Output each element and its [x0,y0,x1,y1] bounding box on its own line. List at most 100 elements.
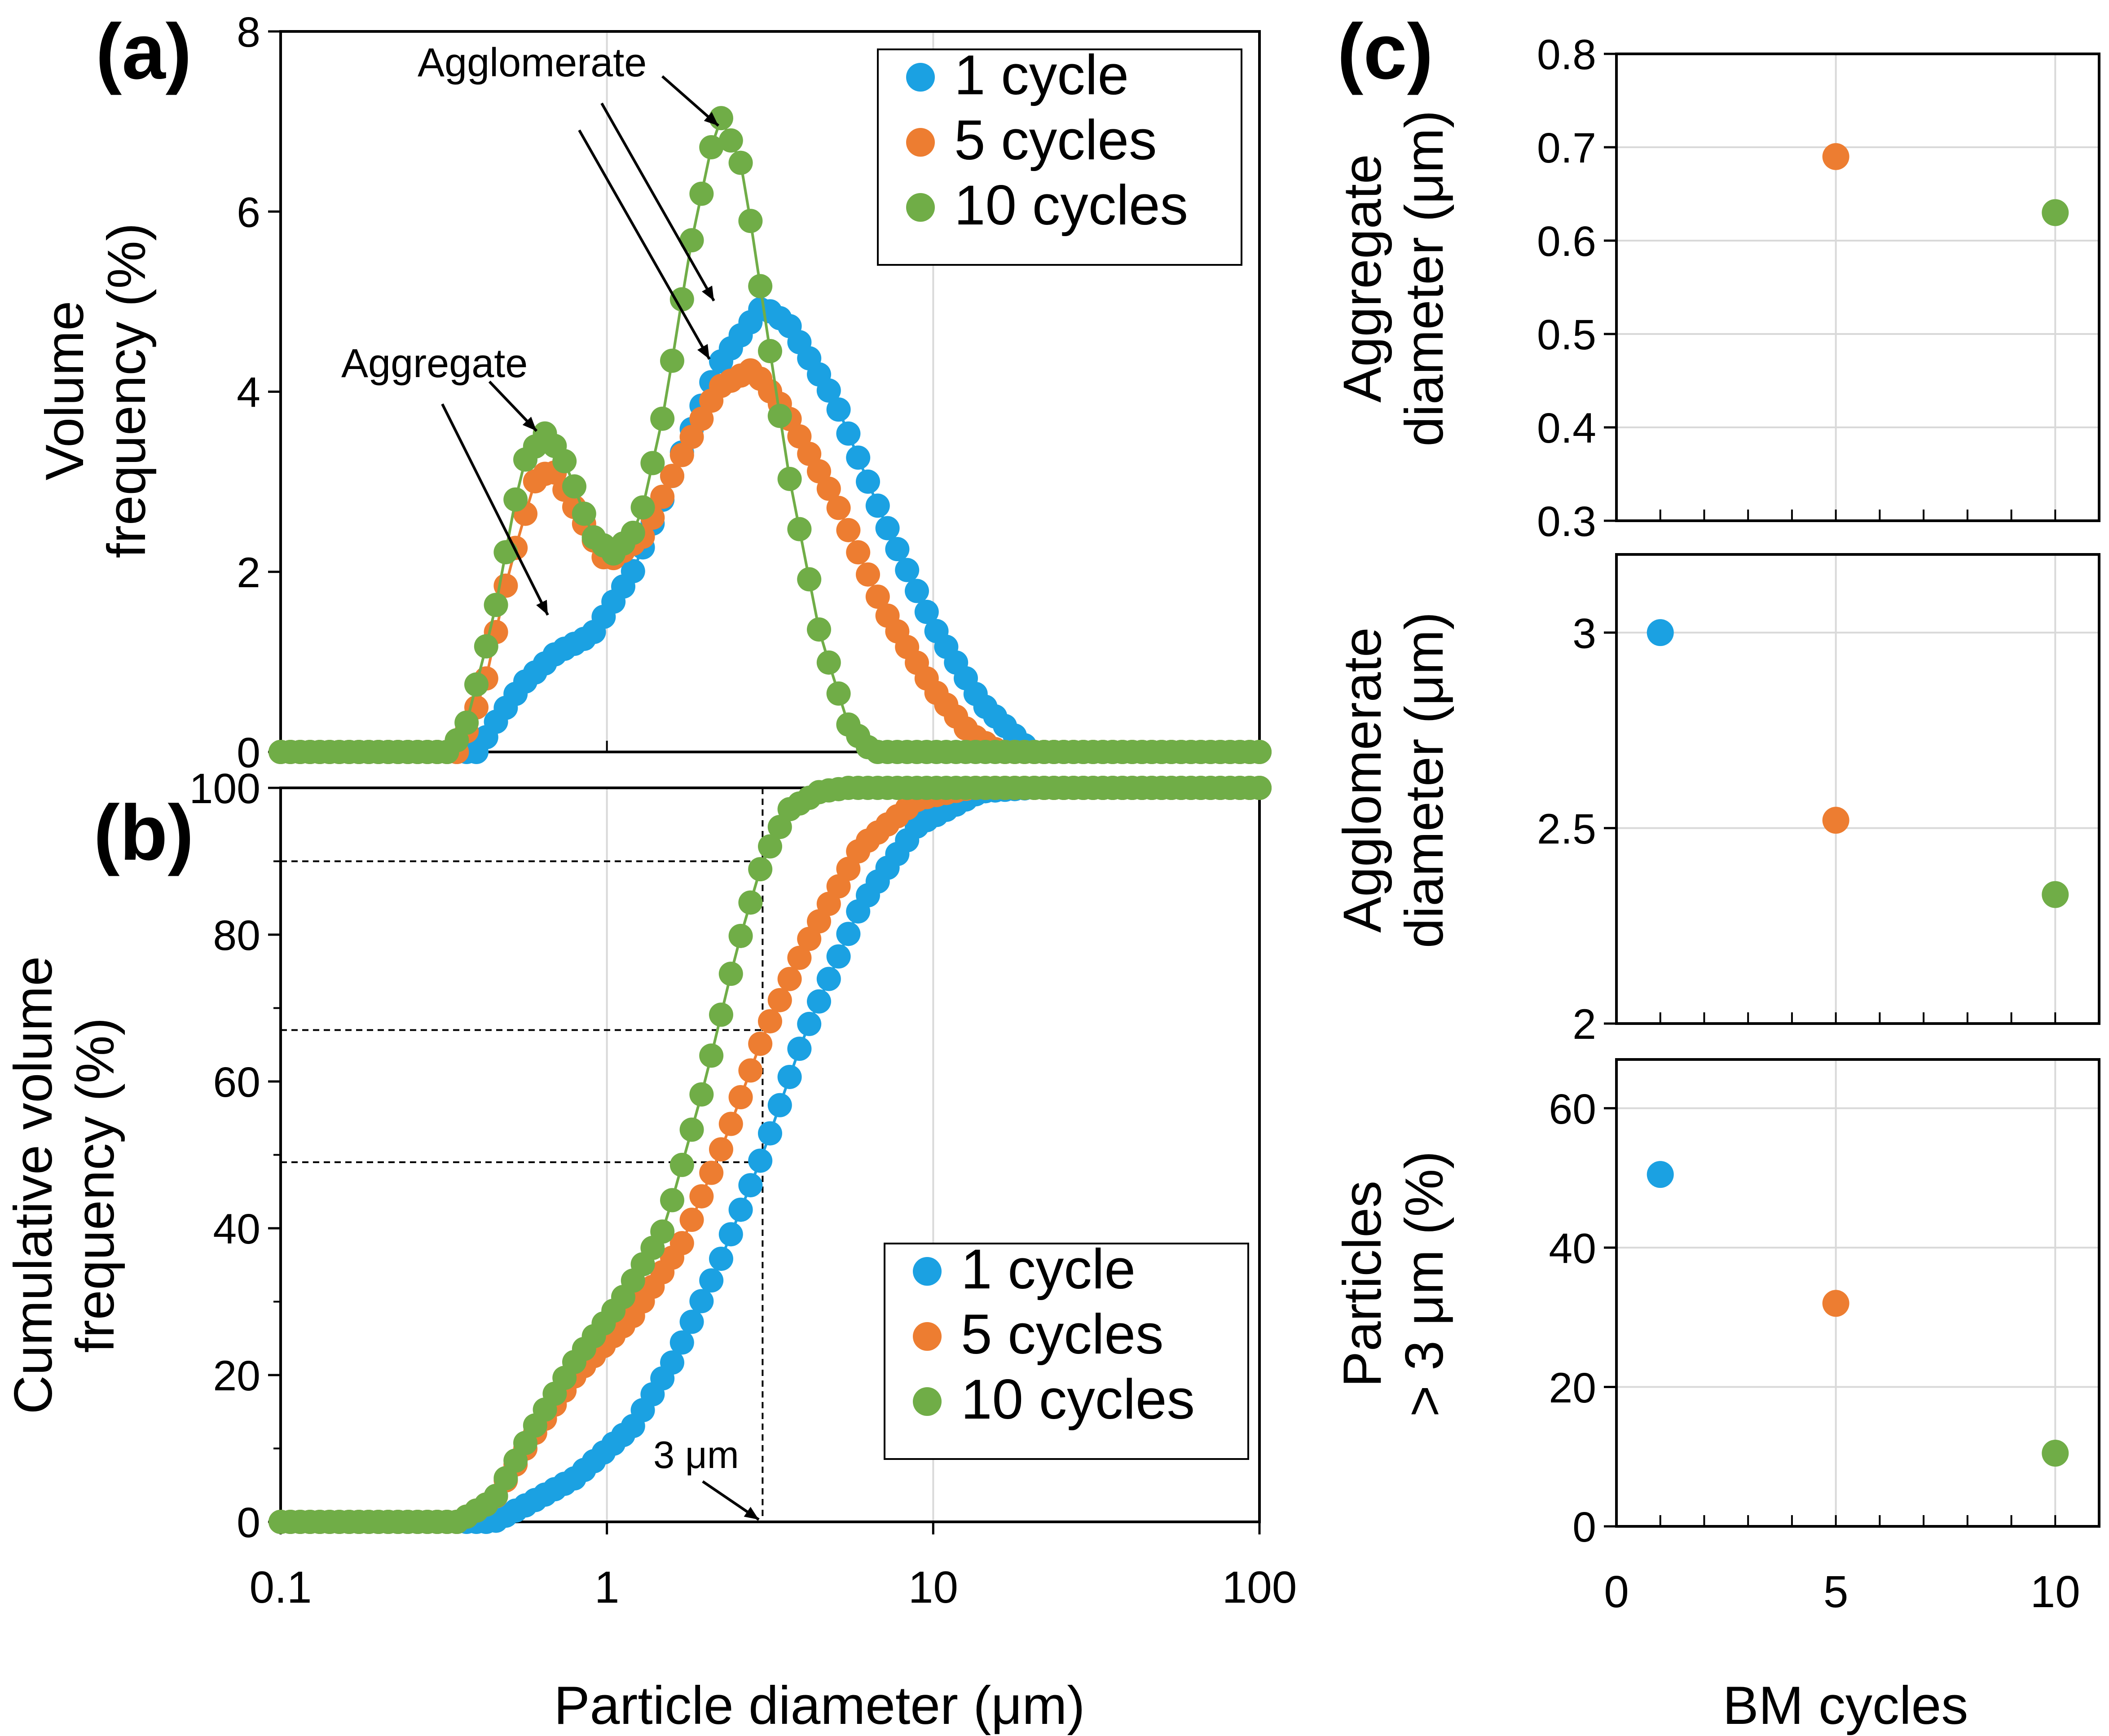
b-data-point [699,1043,724,1068]
c2-y-axis-label-line: Agglomerate [1332,627,1392,932]
shared-x-axis-label: Particle diameter (μm) [554,1675,1085,1736]
c3-y-axis-label: Particles> 3 μm (%) [1332,1151,1454,1417]
a-data-point [816,476,841,501]
c3-plot-frame [1615,1058,2100,1528]
b-data-point [758,1009,782,1033]
a-y-tick-label: 0 [237,729,260,777]
c2-data-point [2042,881,2069,908]
c3-y-tick-label: 60 [1549,1086,1596,1133]
b-data-point [484,1484,508,1508]
a-annotation-aggregate: Aggregate [341,341,528,386]
b-data-point [689,1184,714,1209]
c3-y-axis-label-line: > 3 μm (%) [1394,1151,1454,1417]
a-data-point [630,495,655,520]
b-legend-marker [913,1257,942,1286]
c1-y-axis-label-line: diameter (μm) [1394,110,1454,446]
b-y-axis-label: Cumulative volumefrequency (%) [3,956,125,1414]
a-legend-label: 5 cycles [954,109,1157,171]
b-data-point [758,1121,782,1146]
a-data-point [572,501,596,526]
c1-data-point [1822,143,1849,170]
b-y-axis-label-line: Cumulative volume [3,956,63,1414]
b-data-point [669,1152,694,1177]
a-data-point [493,540,518,565]
c1-y-axis-label: Aggregatediameter (μm) [1332,110,1454,446]
c3-y-tick-label: 20 [1549,1364,1596,1412]
a-data-point [758,339,782,364]
c2-y-tick-label: 2.5 [1537,805,1596,853]
b-data-point [767,815,792,839]
a-data-point [1247,740,1272,764]
b-data-point [709,1246,733,1271]
panel-label-a: (a) [96,8,192,96]
a-data-point [650,484,675,509]
b-legend-label: 5 cycles [961,1303,1164,1366]
a-data-point [905,579,929,603]
a-legend-marker [906,193,935,222]
b-data-point [787,1037,812,1061]
b-data-point [728,923,753,948]
a-data-point [826,496,851,520]
c1-y-tick-label: 0.8 [1537,31,1596,79]
b-data-point [718,962,743,986]
b-data-point [767,988,792,1012]
a-agglom-1-arrow-head [704,112,718,126]
a-y-axis-label-line: frequency (%) [97,223,157,558]
a-data-point [836,518,861,542]
panel-label-b: (b) [93,789,194,877]
a-data-point [669,443,694,467]
b-data-point [689,1289,714,1314]
a-data-point [895,558,920,582]
a-legend-marker [906,128,935,157]
a-data-point [562,474,586,499]
a-y-axis-label: Volumefrequency (%) [35,223,157,558]
b-legend-marker [913,1322,942,1351]
b-data-point [738,1173,763,1198]
c3-x-tick-label: 10 [2030,1567,2080,1617]
a-data-point [748,274,773,299]
b-y-axis-label-line: frequency (%) [65,1018,125,1353]
b-data-point [816,967,841,991]
a-data-point [865,585,890,609]
a-data-point [885,537,910,562]
c1-y-tick-label: 0.6 [1537,218,1596,265]
a-data-point [474,634,498,659]
b-data-point [836,922,861,946]
a-data-point [846,445,871,470]
a-data-point [552,449,577,474]
b-legend-marker [913,1387,942,1416]
a-data-point [826,397,851,422]
b-x-tick-label: 1 [594,1562,620,1613]
a-data-point [669,287,694,312]
a-data-point [689,406,714,431]
b-y-tick-label: 100 [189,765,260,813]
a-data-point [679,425,704,449]
c1-y-axis-label-line: Aggregate [1332,154,1392,403]
b-y-tick-label: 0 [237,1499,260,1547]
b-data-point [679,1208,704,1232]
a-data-point [787,517,812,541]
a-y-tick-label: 6 [237,189,260,236]
c3-data-point [1822,1290,1849,1317]
a-data-point [445,728,469,752]
b-data-point [699,1160,724,1185]
a-data-point [464,672,489,697]
a-agglom-3-arrow-shaft [578,129,711,360]
b-y-tick-label: 60 [213,1059,260,1106]
c2-y-tick-label: 2 [1572,1001,1596,1048]
a-annotation-agglomerate: Agglomerate [418,40,647,85]
a-data-point [914,600,939,624]
b-data-point [767,1093,792,1117]
b-data-point [699,1268,724,1293]
b-data-point [669,1231,694,1256]
c3-data-point [1647,1161,1674,1188]
panel-c-particles-chart: 0 20 40 60 0 5 10 Particles> 3 μm (%) [1332,1058,2100,1617]
b-data-point [493,1466,518,1490]
b-legend-label: 1 cycle [961,1238,1136,1301]
a-agglom-2-arrow-shaft [600,102,715,302]
c-x-axis-label: BM cycles [1723,1675,1968,1736]
b-data-point [807,989,831,1014]
a-aggr-2-arrow-shaft [441,403,549,616]
b-data-point [1247,776,1272,800]
